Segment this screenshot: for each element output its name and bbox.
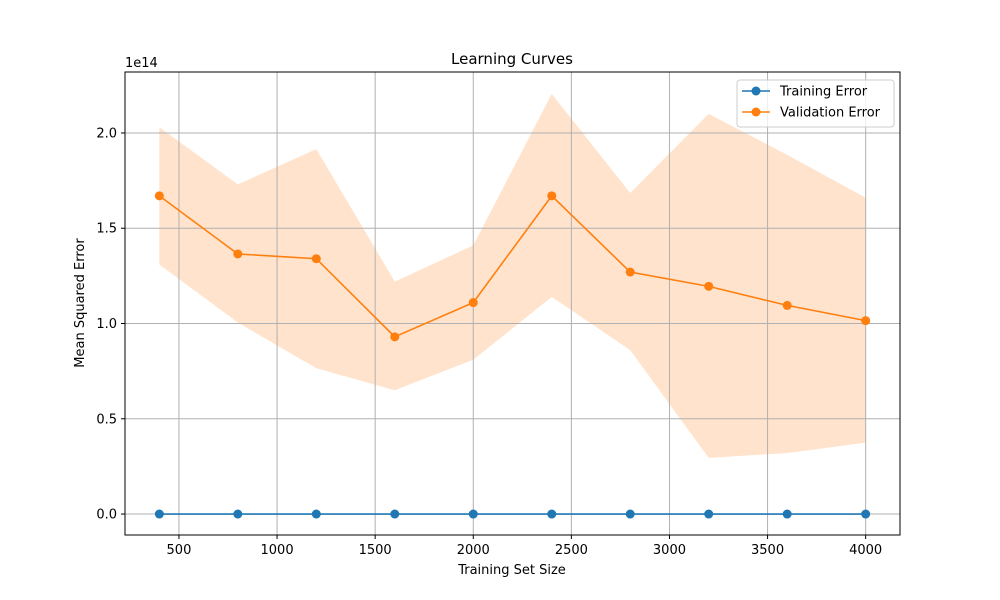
data-point xyxy=(311,509,321,519)
data-point xyxy=(233,249,243,259)
data-point xyxy=(704,509,714,519)
data-point xyxy=(861,316,871,326)
data-point xyxy=(390,332,400,342)
x-tick-label: 3500 xyxy=(751,543,784,558)
x-tick-label: 1500 xyxy=(359,543,392,558)
x-axis-label: Training Set Size xyxy=(457,563,566,578)
band-1 xyxy=(159,93,866,458)
data-point xyxy=(625,267,635,277)
y-axis-ticks: 0.0 0.5 1.0 1.5 2.0 xyxy=(96,126,125,523)
data-point xyxy=(233,509,243,519)
data-point xyxy=(468,298,478,308)
legend-marker xyxy=(751,107,761,117)
x-tick-label: 4000 xyxy=(849,543,882,558)
data-point xyxy=(625,509,635,519)
y-tick-label: 0.0 xyxy=(96,508,117,523)
data-point xyxy=(861,509,871,519)
data-point xyxy=(390,509,400,519)
data-point xyxy=(468,509,478,519)
y-axis-label: Mean Squared Error xyxy=(73,238,88,368)
legend-label: Validation Error xyxy=(780,106,881,121)
data-point xyxy=(154,191,164,201)
y-tick-label: 1.0 xyxy=(96,317,117,332)
series-lines xyxy=(158,194,866,515)
chart-title: Learning Curves xyxy=(451,50,573,68)
legend-label: Training Error xyxy=(779,85,868,100)
y-tick-label: 1.5 xyxy=(96,222,117,237)
x-tick-label: 3000 xyxy=(653,543,686,558)
series-line-1 xyxy=(158,194,866,338)
legend: Training Error Validation Error xyxy=(736,79,895,128)
plot-frame xyxy=(124,71,901,536)
data-point xyxy=(311,254,321,264)
series-markers xyxy=(154,191,871,519)
data-point xyxy=(782,509,792,519)
data-point xyxy=(547,191,557,201)
confidence-bands xyxy=(159,93,866,458)
legend-box xyxy=(736,79,895,128)
data-point xyxy=(782,300,792,310)
x-tick-label: 1000 xyxy=(261,543,294,558)
data-point xyxy=(547,509,557,519)
y-tick-label: 2.0 xyxy=(96,126,117,141)
y-tick-label: 0.5 xyxy=(96,412,117,427)
legend-marker xyxy=(751,86,761,96)
x-tick-label: 2000 xyxy=(457,543,490,558)
x-tick-label: 500 xyxy=(167,543,192,558)
x-tick-label: 2500 xyxy=(555,543,588,558)
data-point xyxy=(704,281,714,291)
x-axis-ticks: 500 1000 1500 2000 2500 3000 3500 4000 xyxy=(167,535,882,558)
y-axis-offset-label: 1e14 xyxy=(125,56,158,71)
data-point xyxy=(154,509,164,519)
